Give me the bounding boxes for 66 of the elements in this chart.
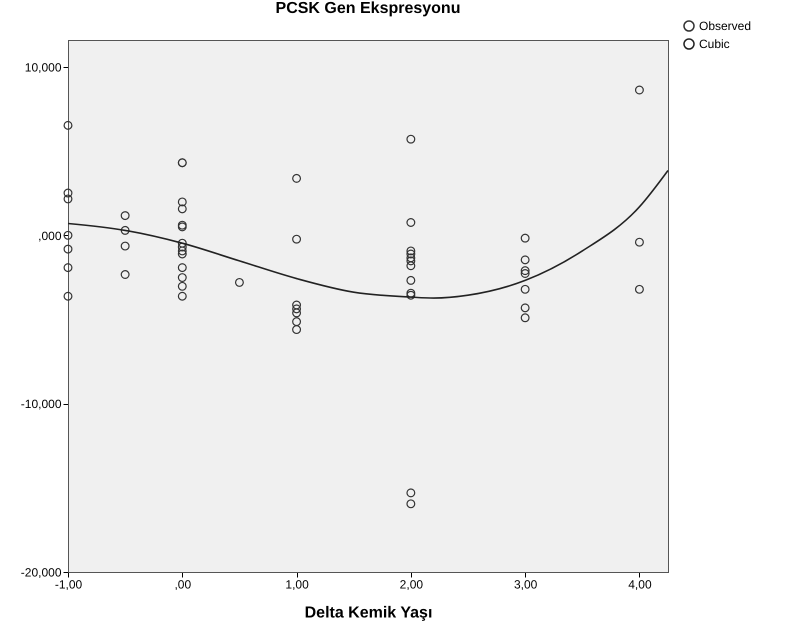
chart-title: PCSK Gen Ekspresyonu — [276, 0, 460, 17]
point — [120, 242, 130, 251]
legend-label: Observed — [699, 19, 752, 33]
point — [520, 255, 530, 264]
point — [634, 238, 644, 247]
point — [406, 246, 416, 256]
point — [64, 188, 72, 198]
point — [520, 234, 530, 243]
point — [520, 284, 530, 294]
point — [292, 234, 302, 244]
point — [520, 303, 530, 312]
point — [120, 226, 130, 235]
point — [406, 218, 416, 227]
point — [64, 244, 72, 254]
point — [178, 197, 187, 206]
y-tick-label: -20,000 — [20, 566, 62, 580]
point — [406, 290, 416, 300]
point — [64, 230, 72, 240]
point — [634, 86, 644, 94]
x-tick-label: 3,00 — [514, 578, 538, 592]
point — [178, 263, 187, 272]
point — [178, 238, 187, 248]
y-tick-label: -10,000 — [20, 397, 62, 412]
point — [520, 269, 530, 278]
point — [634, 284, 644, 294]
point — [292, 308, 302, 318]
point — [406, 256, 416, 266]
point — [406, 276, 416, 285]
line-series — [67, 170, 669, 299]
x-axis-title: Delta Kemik Yaşı — [304, 604, 432, 622]
y-tick-label: 10,000 — [24, 60, 62, 74]
point — [178, 273, 187, 282]
point — [64, 263, 72, 272]
point — [292, 317, 302, 326]
point — [178, 246, 187, 256]
point — [520, 313, 530, 322]
point — [178, 204, 187, 214]
point — [178, 292, 187, 301]
point — [64, 194, 72, 204]
point — [64, 120, 72, 130]
point — [406, 134, 416, 144]
point — [406, 288, 416, 298]
point — [292, 174, 302, 183]
point — [178, 242, 187, 252]
x-tick-label: 2,00 — [400, 578, 424, 592]
point — [178, 250, 187, 258]
point — [406, 488, 416, 498]
point — [292, 304, 302, 314]
legend-label: Cubic — [699, 37, 730, 51]
point — [292, 325, 302, 334]
x-tick-label: 1,00 — [285, 578, 310, 592]
point — [120, 211, 130, 220]
point — [406, 499, 416, 508]
point — [234, 278, 244, 287]
x-tick-label: 4,00 — [628, 578, 652, 592]
point — [520, 266, 530, 276]
point — [120, 270, 130, 279]
point — [292, 300, 302, 310]
point — [406, 250, 416, 258]
y-tick-label: ,000 — [38, 228, 62, 243]
x-tick-label: -1,00 — [54, 578, 82, 592]
point — [64, 292, 72, 301]
point — [406, 261, 416, 270]
x-tick-label: ,00 — [174, 578, 192, 592]
point — [178, 282, 187, 291]
point — [406, 253, 416, 262]
